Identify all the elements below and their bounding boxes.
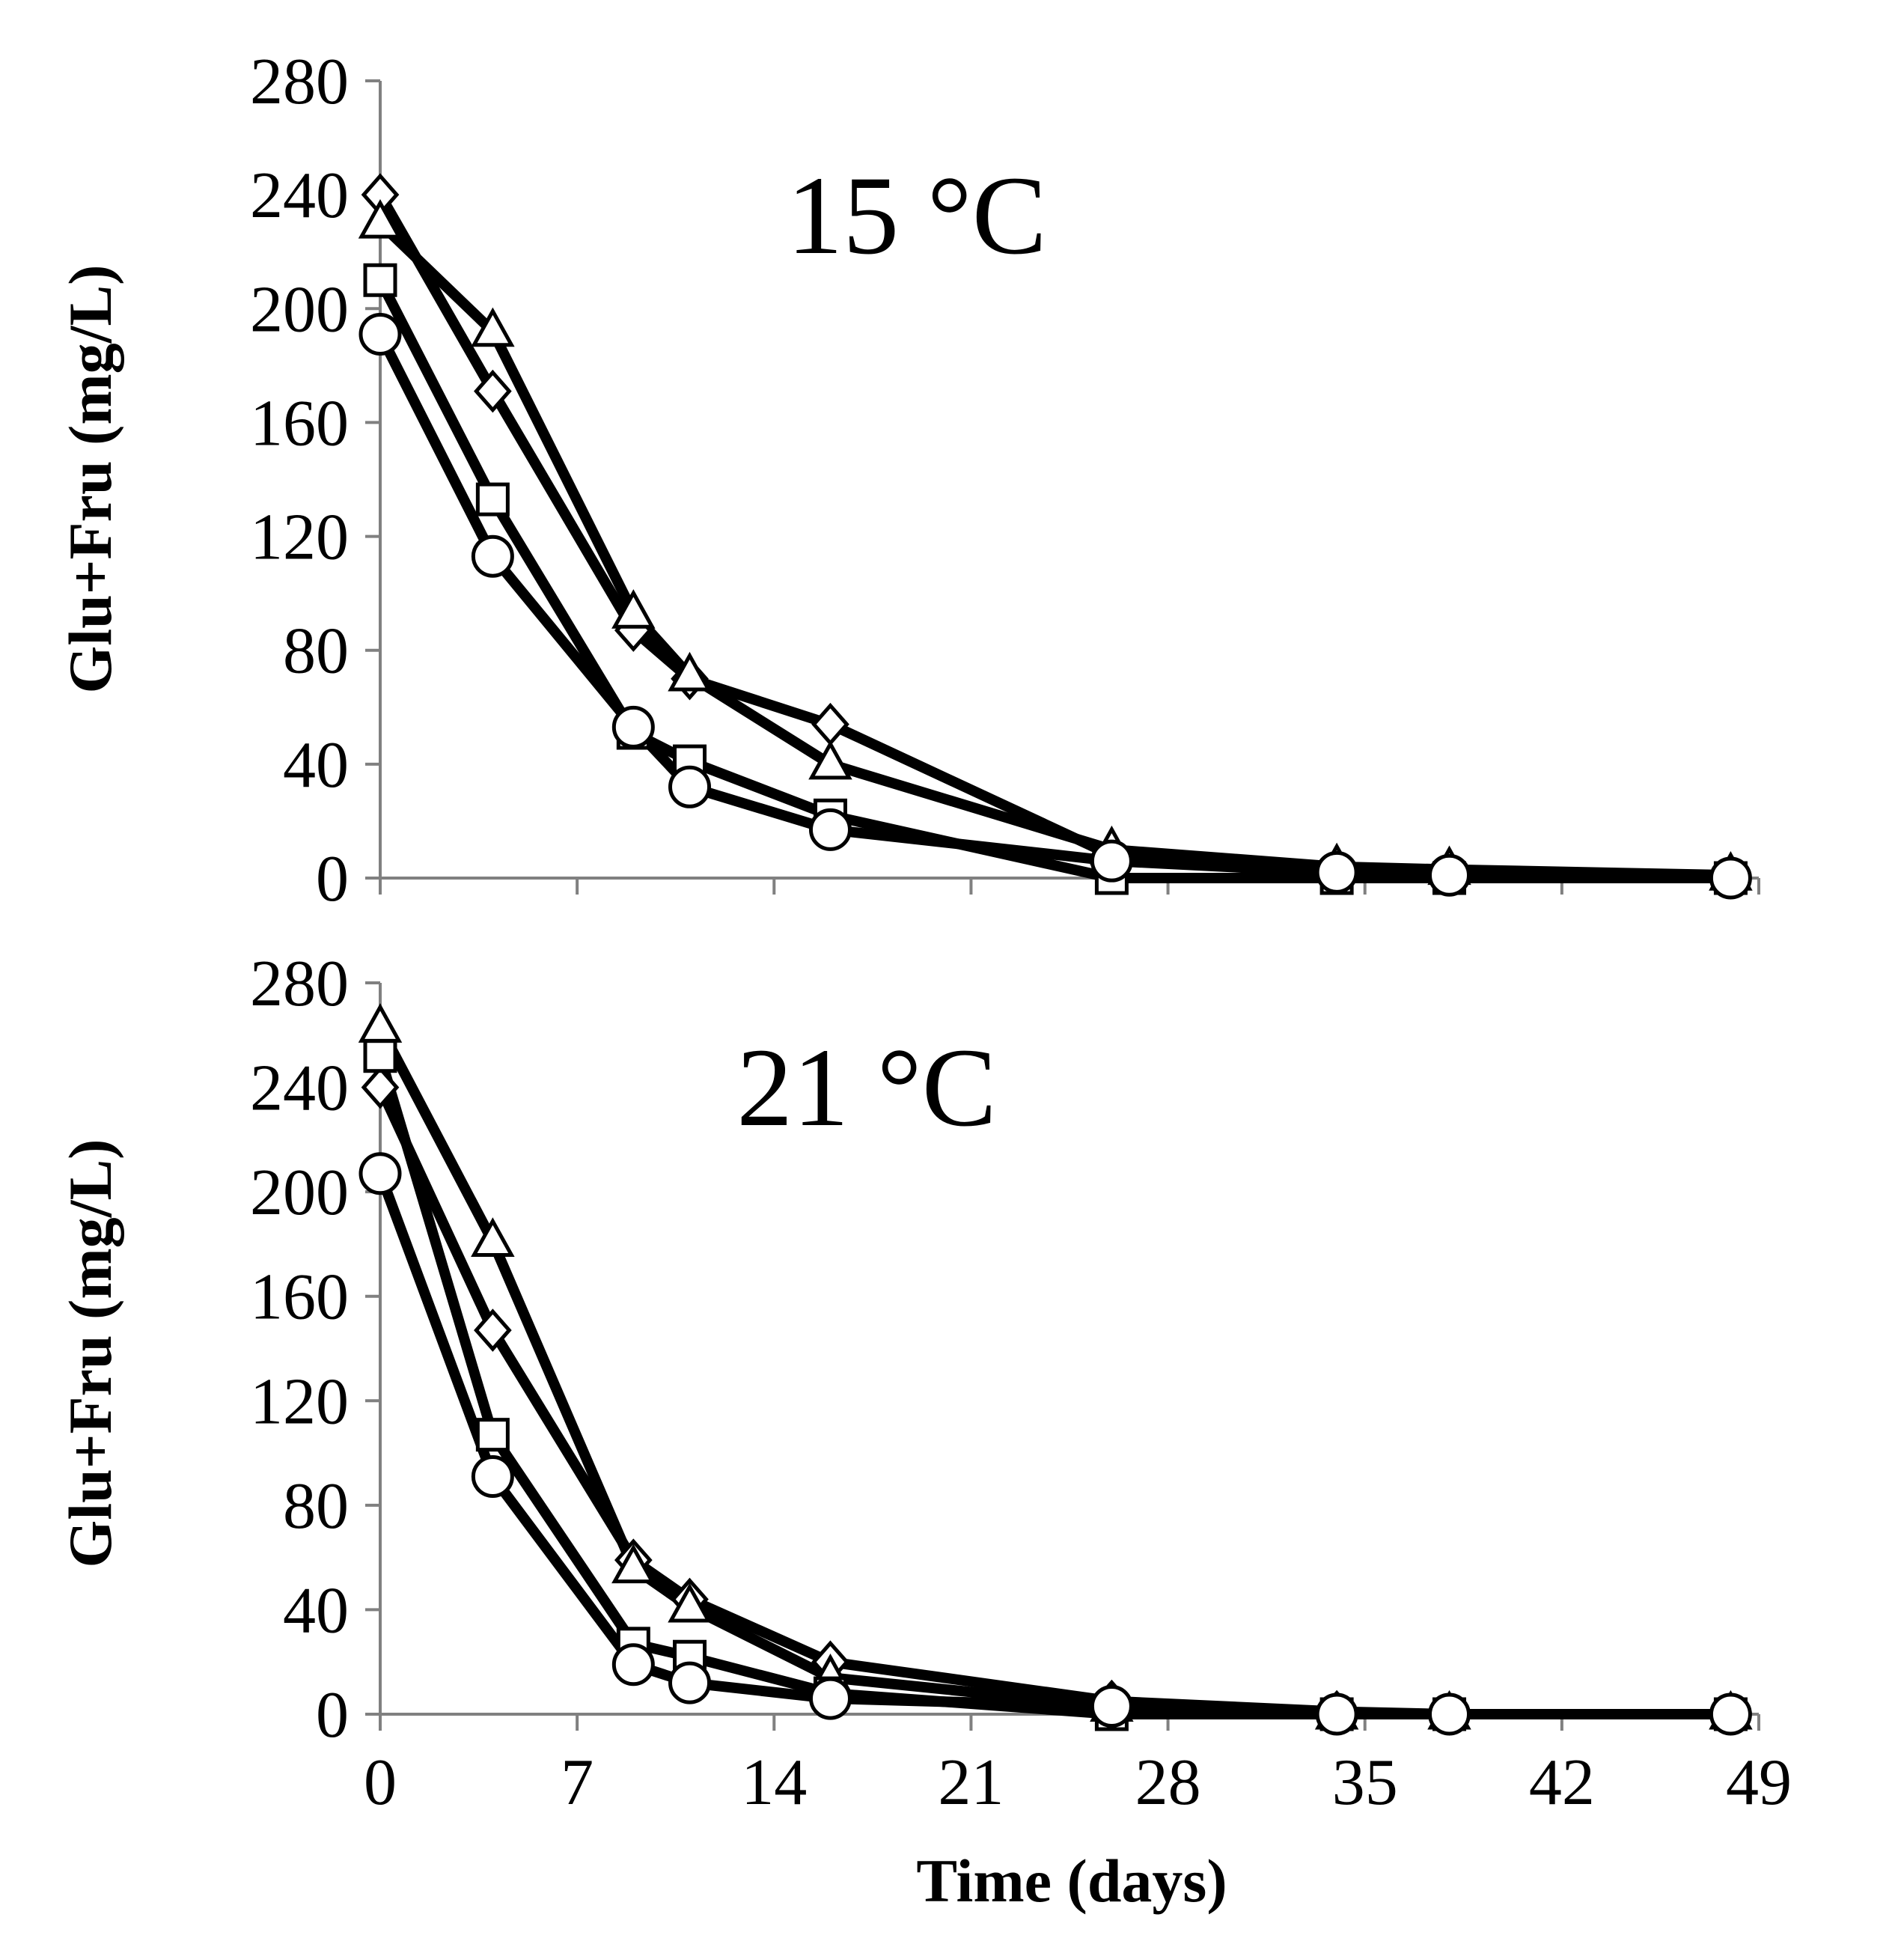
y-axis-title: Glu+Fru (mg/L)	[56, 265, 124, 694]
marker-triangle	[358, 1003, 403, 1043]
marker-circle	[1709, 856, 1752, 900]
marker-circle	[808, 808, 852, 851]
y-tick-label: 80	[283, 615, 349, 688]
series-line-triangle	[375, 1022, 1736, 1719]
marker-circle	[1090, 1685, 1133, 1728]
marker-circle	[358, 313, 402, 356]
y-axis-title: Glu+Fru (mg/L)	[56, 1139, 124, 1568]
marker-triangle	[668, 1582, 712, 1623]
marker-diamond	[474, 369, 512, 413]
x-tick-label: 42	[1529, 1746, 1595, 1819]
y-tick-label: 200	[250, 1157, 349, 1229]
y-tick-label: 40	[283, 729, 349, 802]
marker-circle	[1427, 853, 1471, 897]
y-tick-label: 120	[250, 502, 349, 574]
series-line-square	[375, 1050, 1736, 1719]
x-tick-label: 7	[561, 1746, 594, 1819]
marker-circle	[668, 1661, 712, 1704]
marker-triangle	[471, 307, 515, 347]
panel-title: 15 °C	[787, 153, 1047, 278]
x-tick-label: 49	[1726, 1746, 1792, 1819]
x-tick-label: 35	[1332, 1746, 1398, 1819]
marker-square	[475, 1418, 510, 1452]
panel-15c: 0 40 80 120 160 200 240 280 Glu+Fru (mg/L) 15 °C	[56, 46, 1760, 915]
marker-triangle	[471, 1217, 515, 1257]
x-axis-title: Time (days)	[916, 1847, 1227, 1915]
marker-square	[363, 263, 397, 297]
marker-circle	[358, 1152, 402, 1195]
y-tick-label: 0	[316, 843, 349, 915]
marker-circle	[1427, 1692, 1471, 1736]
marker-triangle	[611, 589, 656, 629]
marker-triangle	[611, 1544, 656, 1584]
series-line-diamond	[375, 1082, 1736, 1719]
marker-circle	[471, 1454, 514, 1498]
y-tick-label: 280	[250, 46, 349, 118]
marker-circle	[668, 765, 712, 808]
marker-circle	[611, 705, 655, 749]
marker-triangle	[808, 740, 852, 780]
y-tick-label: 280	[250, 948, 349, 1020]
marker-diamond	[474, 1308, 512, 1352]
marker-circle	[1315, 850, 1358, 894]
marker-circle	[1709, 1692, 1752, 1736]
y-tick-label: 40	[283, 1574, 349, 1647]
series-line-diamond	[375, 189, 1736, 883]
panel-21c: 0 40 80 120 160 200 240 280 0 7 14 21 28 35 42 49 Glu+Fr…	[56, 948, 1792, 1819]
marker-circle	[611, 1643, 655, 1686]
series-line-square	[375, 275, 1736, 883]
marker-square	[475, 482, 510, 517]
y-tick-label: 240	[250, 159, 349, 232]
x-tick-label: 0	[364, 1746, 397, 1819]
marker-circle	[808, 1677, 852, 1720]
y-tick-label: 120	[250, 1365, 349, 1438]
y-tick-label: 160	[250, 387, 349, 460]
marker-triangle	[668, 651, 712, 692]
x-tick-label: 28	[1135, 1746, 1201, 1819]
y-tick-label: 160	[250, 1261, 349, 1334]
marker-circle	[1090, 839, 1133, 883]
y-tick-label: 80	[283, 1470, 349, 1543]
marker-circle	[1315, 1692, 1358, 1736]
marker-diamond	[361, 1065, 400, 1109]
y-tick-label: 0	[316, 1679, 349, 1752]
y-tick-label: 240	[250, 1052, 349, 1125]
marker-triangle	[358, 199, 403, 239]
marker-circle	[471, 534, 514, 578]
series-line-circle	[375, 329, 1736, 883]
marker-square	[363, 1039, 397, 1073]
panel-title: 21 °C	[736, 1026, 997, 1150]
x-tick-label: 21	[938, 1746, 1004, 1819]
y-tick-label: 200	[250, 273, 349, 346]
x-tick-label: 14	[741, 1746, 807, 1819]
marker-diamond	[811, 702, 849, 746]
